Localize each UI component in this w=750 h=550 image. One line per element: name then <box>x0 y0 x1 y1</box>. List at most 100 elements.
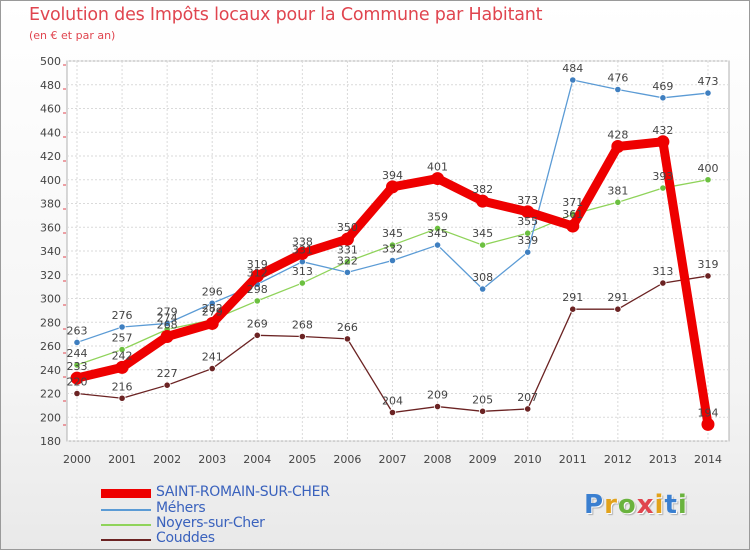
x-tick-label: 2013 <box>649 453 677 466</box>
data-label: 242 <box>112 349 133 362</box>
data-point <box>118 394 126 402</box>
data-label: 361 <box>562 208 583 221</box>
data-label: 194 <box>697 406 718 419</box>
data-point <box>160 330 174 343</box>
x-tick-label: 2000 <box>63 453 91 466</box>
data-point <box>388 241 397 249</box>
data-label: 205 <box>472 393 493 406</box>
legend-swatch <box>101 489 151 498</box>
data-label: 338 <box>292 235 313 248</box>
data-point <box>614 85 622 94</box>
data-point <box>704 272 712 280</box>
logo-letter: P <box>584 490 605 520</box>
data-label: 268 <box>292 319 313 332</box>
data-point <box>295 246 309 260</box>
data-point <box>433 241 442 249</box>
x-tick-label: 2012 <box>604 453 632 466</box>
data-point <box>569 76 577 84</box>
data-label: 204 <box>382 395 403 408</box>
data-point <box>343 268 352 276</box>
data-label: 319 <box>697 258 718 271</box>
data-point <box>524 405 532 413</box>
legend-label: SAINT-ROMAIN-SUR-CHER <box>156 484 330 500</box>
proxiti-logo: Proxiti <box>584 490 688 520</box>
logo-letter: x <box>636 490 655 520</box>
data-label: 220 <box>67 376 88 389</box>
y-tick-label: 460 <box>40 103 61 116</box>
data-label: 319 <box>247 258 268 271</box>
data-label: 312 <box>247 266 268 279</box>
data-label: 282 <box>202 302 223 315</box>
data-point <box>70 371 84 385</box>
data-label: 291 <box>607 291 628 304</box>
data-label: 373 <box>517 194 538 207</box>
x-tick-label: 2010 <box>514 453 542 466</box>
y-tick-label: 340 <box>40 245 61 258</box>
y-tick-label: 380 <box>40 198 61 211</box>
data-point <box>566 219 580 233</box>
data-label: 400 <box>697 162 718 175</box>
data-point <box>388 408 397 417</box>
data-point <box>656 135 670 149</box>
data-label: 274 <box>157 311 178 324</box>
data-point <box>253 297 261 305</box>
data-point <box>479 407 487 415</box>
data-label: 313 <box>652 265 673 278</box>
data-point <box>569 305 577 313</box>
data-point <box>73 389 81 398</box>
x-tick-label: 2014 <box>694 453 722 466</box>
data-point <box>115 360 129 374</box>
data-point <box>433 224 442 233</box>
data-point <box>704 89 712 97</box>
y-tick-label: 200 <box>40 411 61 424</box>
data-point <box>208 299 216 307</box>
data-point <box>298 279 306 287</box>
data-label: 263 <box>67 324 88 337</box>
x-tick-label: 2003 <box>198 453 226 466</box>
data-label: 381 <box>607 184 628 197</box>
data-label: 359 <box>427 210 448 223</box>
data-point <box>659 184 667 192</box>
x-tick-label: 2009 <box>469 453 497 466</box>
y-tick-label: 400 <box>40 174 61 187</box>
y-tick-label: 320 <box>40 269 61 282</box>
legend-label: Noyers-sur-Cher <box>156 515 265 531</box>
data-label: 345 <box>382 227 403 240</box>
data-point <box>479 241 487 249</box>
legend-label: Méhers <box>156 500 206 516</box>
x-tick-label: 2011 <box>559 453 587 466</box>
chart-title: Evolution des Impôts locaux pour la Comm… <box>29 5 543 25</box>
data-label: 322 <box>337 254 358 267</box>
y-tick-label: 300 <box>40 293 61 306</box>
data-label: 291 <box>562 291 583 304</box>
logo-letter: t <box>664 490 678 520</box>
data-point <box>659 279 667 287</box>
data-point <box>614 305 622 313</box>
y-tick-label: 500 <box>40 55 61 68</box>
data-point <box>250 269 264 283</box>
data-point <box>385 180 399 194</box>
data-point <box>298 332 306 341</box>
data-label: 469 <box>652 80 673 93</box>
data-label: 257 <box>112 332 133 345</box>
data-label: 355 <box>517 215 538 228</box>
data-point <box>521 205 535 219</box>
logo-letter: i <box>677 490 688 520</box>
y-tick-label: 280 <box>40 316 61 329</box>
data-point <box>73 361 81 369</box>
y-tick-label: 220 <box>40 388 61 401</box>
data-label: 345 <box>427 227 448 240</box>
data-label: 476 <box>607 72 628 85</box>
y-tick-label: 440 <box>40 126 61 139</box>
data-point <box>479 285 487 293</box>
plot-area <box>66 60 730 442</box>
data-point <box>208 364 216 373</box>
data-point <box>343 258 352 266</box>
x-tick-label: 2004 <box>243 453 271 466</box>
data-label: 308 <box>472 271 493 284</box>
data-label: 216 <box>112 380 133 393</box>
data-label: 276 <box>112 309 133 322</box>
data-label: 298 <box>247 283 268 296</box>
data-label: 484 <box>562 62 583 75</box>
